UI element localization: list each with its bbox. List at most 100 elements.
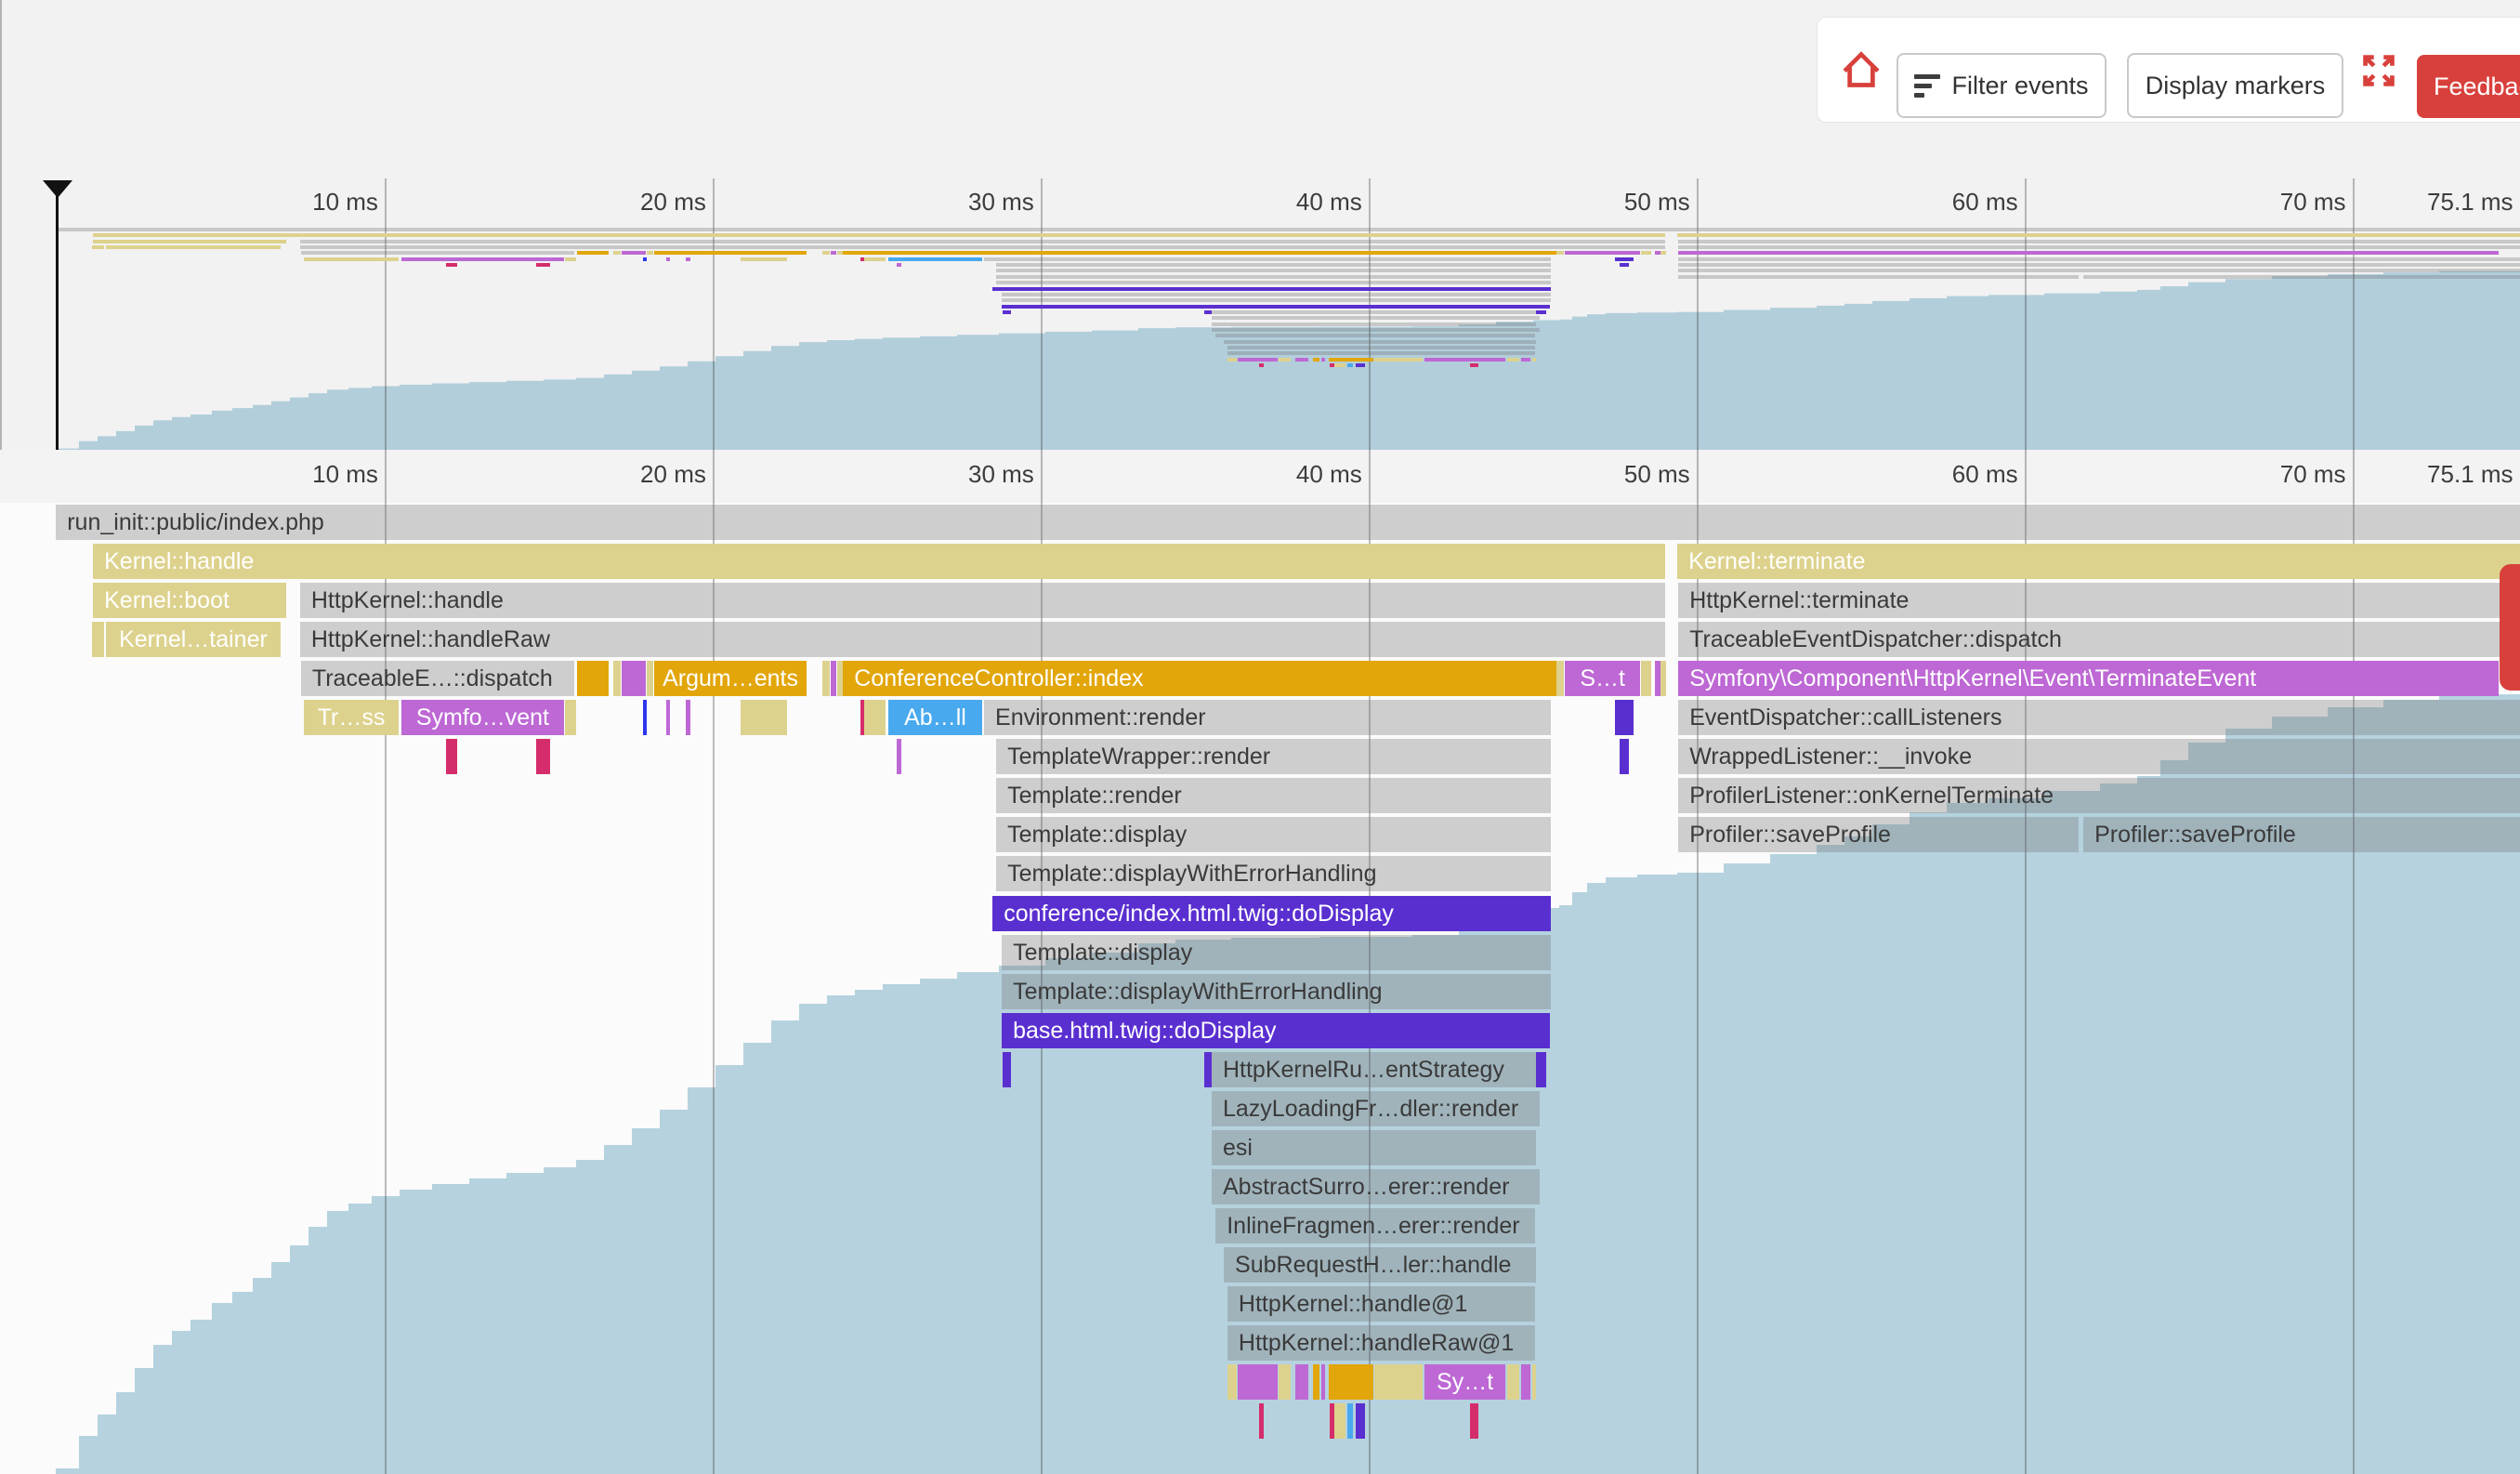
timeline-event-bar[interactable]: Template::render (996, 778, 1552, 814)
timeline-event-bar[interactable]: SubRequestH…ler::handle (1224, 1246, 1537, 1283)
timeline-event-bar[interactable]: Symfony\Component\HttpKernel\Event\Termi… (1678, 661, 2499, 697)
timeline-event-bar[interactable]: run_init::public/index.php (56, 505, 2520, 540)
timeline-event-bar[interactable]: Template::display (1002, 934, 1552, 970)
timeline-event-tick[interactable] (1333, 1403, 1345, 1440)
minimap-range-handle[interactable] (43, 180, 72, 198)
timeline-event-bar[interactable]: HttpKernel::handleRaw (299, 622, 1666, 658)
timeline-event-bar[interactable]: Ab…ll (887, 700, 982, 736)
minimap-bar (1506, 357, 1520, 362)
timeline-event-bar[interactable]: LazyLoadingFr…dler::render (1211, 1090, 1540, 1126)
timeline-event-tick[interactable] (1355, 1403, 1365, 1440)
timeline-event-tick[interactable] (1532, 1364, 1537, 1401)
timeline-event-tick[interactable] (1204, 1051, 1212, 1087)
timeline-event-bar[interactable]: WrappedListener::__invoke (1678, 739, 2520, 775)
timeline-event-bar[interactable]: Tr…ss (304, 700, 400, 736)
timeline-event-tick[interactable] (613, 661, 621, 697)
ruler-gridline (2352, 178, 2355, 450)
timeline-event-tick[interactable] (741, 700, 787, 736)
minimap-bar (56, 228, 2520, 231)
timeline-event-tick[interactable] (1237, 1364, 1279, 1401)
timeline-event-tick[interactable] (666, 700, 671, 736)
timeline-event-bar[interactable]: Template::display (996, 817, 1552, 853)
timeline-event-bar[interactable]: TemplateWrapper::render (996, 739, 1552, 775)
timeline-event-tick[interactable] (1227, 1364, 1237, 1401)
timeline-event-bar[interactable]: base.html.twig::doDisplay (1002, 1012, 1551, 1048)
timeline-event-bar[interactable]: Kernel::boot (93, 583, 286, 619)
timeline-event-tick[interactable] (1521, 1364, 1531, 1401)
timeline-event-tick[interactable] (647, 661, 653, 697)
timeline-event-bar[interactable]: ProfilerListener::onKernelTerminate (1678, 778, 2520, 814)
timeline-event-tick[interactable] (92, 622, 105, 658)
timeline-event-bar[interactable]: Profiler::saveProfile (2083, 817, 2520, 853)
timeline-event-bar[interactable]: Symfo…vent (400, 700, 564, 736)
timeline-event-tick[interactable] (1347, 1403, 1354, 1440)
minimap-bar (1521, 357, 1531, 362)
timeline-event-tick[interactable] (1320, 1364, 1325, 1401)
timeline-event-tick[interactable] (831, 661, 837, 697)
minimap-bar (1536, 309, 1546, 314)
timeline-event-bar[interactable]: Sy…t (1424, 1364, 1506, 1401)
timeline-event-bar[interactable]: EventDispatcher::callListeners (1678, 700, 2520, 736)
timeline-event-bar[interactable]: HttpKernel::handle@1 (1227, 1286, 1535, 1322)
timeline-event-bar[interactable]: HttpKernelRu…entStrategy (1211, 1051, 1537, 1087)
timeline-event-bar[interactable]: Template::displayWithErrorHandling (1002, 973, 1552, 1009)
timeline-event-tick[interactable] (642, 700, 647, 736)
timeline-event-tick[interactable] (1470, 1403, 1478, 1440)
right-edge-scroll-marker[interactable] (2500, 564, 2520, 691)
timeline-event-tick[interactable] (1374, 1364, 1423, 1401)
timeline-event-tick[interactable] (1330, 1403, 1334, 1440)
timeline-event-tick[interactable] (864, 700, 886, 736)
timeline-event-bar[interactable]: conference/index.html.twig::doDisplay (992, 895, 1552, 931)
expand-fullscreen-icon[interactable] (2359, 51, 2398, 90)
timeline-event-tick[interactable] (564, 700, 576, 736)
timeline-event-bar[interactable]: AbstractSurro…erer::render (1211, 1168, 1540, 1204)
timeline-event-bar[interactable]: Template::displayWithErrorHandling (996, 856, 1552, 892)
timeline-event-bar[interactable]: TraceableEventDispatcher::dispatch (1678, 622, 2520, 658)
timeline-event-tick[interactable] (445, 739, 457, 775)
display-markers-button[interactable]: Display markers (2127, 53, 2343, 118)
minimap-bar (445, 263, 457, 268)
timeline-event-bar[interactable]: Environment::render (984, 700, 1552, 736)
timeline-event-bar[interactable]: InlineFragmen…erer::render (1215, 1207, 1536, 1244)
timeline-event-tick[interactable] (1536, 1051, 1546, 1087)
timeline-event-tick[interactable] (685, 700, 691, 736)
timeline-event-tick[interactable] (1620, 739, 1630, 775)
timeline-event-tick[interactable] (1555, 661, 1565, 697)
timeline-event-bar[interactable]: Argum…ents (653, 661, 807, 697)
timeline-event-tick[interactable] (535, 739, 551, 775)
timeline-event-tick[interactable] (1641, 661, 1652, 697)
feedback-button[interactable]: Feedback (2417, 55, 2520, 118)
timeline-event-tick[interactable] (860, 700, 864, 736)
timeline-event-bar[interactable]: Kernel…tainer (105, 622, 281, 658)
filter-events-button[interactable]: Filter events (1897, 53, 2107, 118)
timeline-event-tick[interactable] (1615, 700, 1634, 736)
timeline-event-tick[interactable] (1279, 1364, 1292, 1401)
timeline-event-bar[interactable]: HttpKernel::terminate (1678, 583, 2520, 619)
timeline-event-tick[interactable] (1313, 1364, 1320, 1401)
timeline-event-bar[interactable]: Kernel::terminate (1677, 544, 2520, 580)
timeline-event-tick[interactable] (1660, 661, 1667, 697)
timeline-event-bar[interactable]: S…t (1565, 661, 1641, 697)
timeline-event-tick[interactable] (577, 661, 609, 697)
timeline-event-tick[interactable] (1258, 1403, 1264, 1440)
timeline-event-tick[interactable] (1294, 1364, 1309, 1401)
minimap-bar (1204, 309, 1212, 314)
timeline-event-tick[interactable] (1655, 661, 1661, 697)
timeline-event-tick[interactable] (837, 661, 844, 697)
timeline-event-tick[interactable] (1506, 1364, 1520, 1401)
timeline-event-bar[interactable]: HttpKernel::handleRaw@1 (1227, 1325, 1535, 1362)
timeline-event-bar[interactable]: ConferenceController::index (843, 661, 1556, 697)
timeline-event-bar[interactable]: Profiler::saveProfile (1678, 817, 2080, 853)
timeline-event-tick[interactable] (897, 739, 902, 775)
timeline-event-bar[interactable]: esi (1211, 1129, 1537, 1165)
timeline-event-tick[interactable] (822, 661, 831, 697)
home-icon[interactable] (1841, 49, 1882, 90)
timeline-event-label: Kernel::handle (104, 548, 255, 575)
timeline-event-bar[interactable]: Kernel::handle (93, 544, 1666, 580)
timeline-event-tick[interactable] (1328, 1364, 1373, 1401)
timeline-event-label: Kernel…tainer (119, 626, 268, 653)
timeline-event-tick[interactable] (1002, 1051, 1011, 1087)
timeline-event-bar[interactable]: TraceableE…::dispatch (300, 661, 574, 697)
timeline-event-bar[interactable]: HttpKernel::handle (299, 583, 1666, 619)
timeline-event-tick[interactable] (622, 661, 647, 697)
